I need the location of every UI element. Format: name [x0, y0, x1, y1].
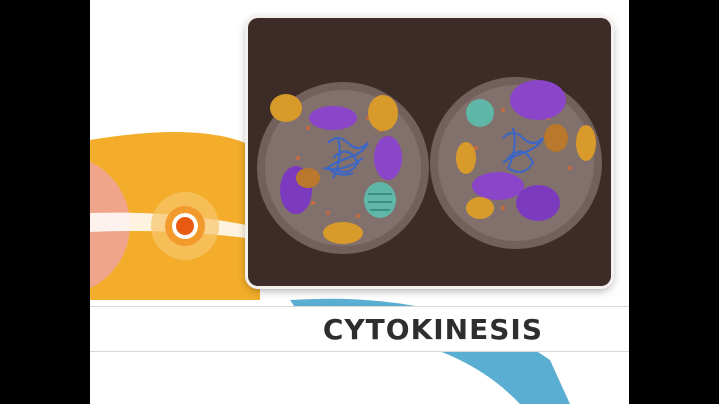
right-daughter-cell — [430, 77, 602, 249]
cell-division-video-panel — [248, 18, 611, 286]
video-frame: CYTOKINESIS — [90, 0, 629, 404]
caption-bar: CYTOKINESIS — [90, 306, 629, 352]
stage-title: CYTOKINESIS — [322, 313, 543, 346]
left-daughter-cell — [257, 82, 429, 254]
stage-marker-icon — [151, 192, 219, 260]
